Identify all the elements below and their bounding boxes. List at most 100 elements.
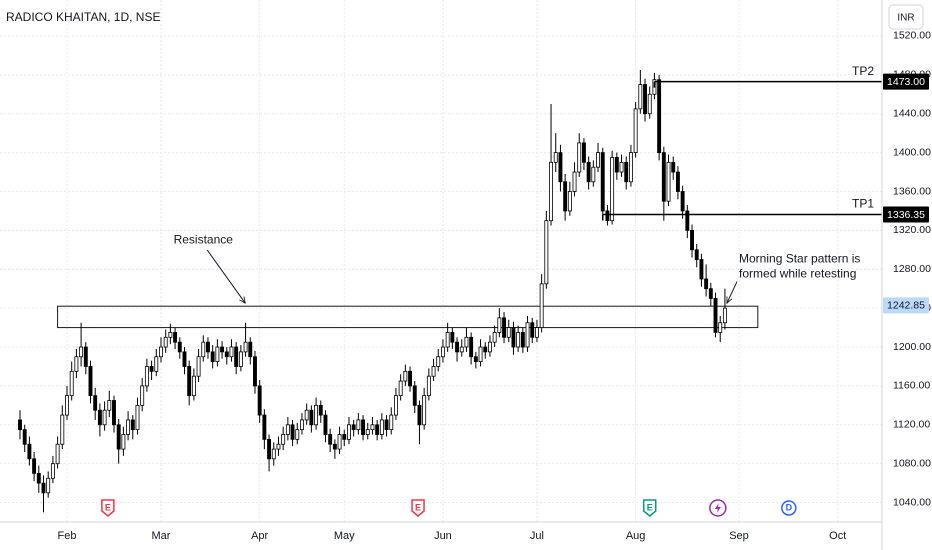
candle-body xyxy=(530,322,535,338)
candle-body xyxy=(27,443,32,460)
event-label: E xyxy=(647,502,653,512)
candle-body xyxy=(32,458,37,474)
candle-body xyxy=(657,79,662,154)
x-tick-label: Feb xyxy=(58,530,77,542)
candle-body xyxy=(257,385,262,416)
candle-body xyxy=(544,220,549,285)
candle-body xyxy=(445,332,450,348)
candle-body xyxy=(168,332,173,338)
plot-area xyxy=(0,0,882,522)
candle-body xyxy=(666,161,671,202)
candle-body xyxy=(295,429,300,440)
candle-body xyxy=(408,370,413,387)
candle-body xyxy=(323,414,328,435)
candle-body xyxy=(520,332,525,348)
candle-body xyxy=(412,385,417,406)
candle-body xyxy=(699,259,704,280)
candle-body xyxy=(18,419,22,431)
currency-label[interactable]: INR xyxy=(897,13,914,24)
candle-body xyxy=(647,93,652,115)
candle-body xyxy=(455,341,459,353)
candle-body xyxy=(567,191,572,212)
candle-body xyxy=(281,434,286,445)
y-tick-label: 1160.00 xyxy=(893,380,930,392)
candle-body xyxy=(502,317,506,338)
candle-body xyxy=(215,346,220,363)
candle-body xyxy=(370,424,375,431)
candle-body xyxy=(671,161,676,173)
candle-body xyxy=(309,409,314,426)
y-tick-label: 1280.00 xyxy=(893,263,931,275)
y-tick-label: 1440.00 xyxy=(893,108,931,120)
candle-body xyxy=(596,152,600,168)
candle-body xyxy=(83,346,88,367)
candle-body xyxy=(600,152,605,212)
x-tick-label: Jun xyxy=(434,530,452,542)
candle-body xyxy=(290,424,295,440)
candle-body xyxy=(65,395,69,416)
candle-body xyxy=(492,332,497,343)
candle-body xyxy=(347,424,351,440)
candle-body xyxy=(361,419,366,435)
target-name: TP1 xyxy=(852,197,874,211)
target-price-label: 1473.00 xyxy=(887,76,925,88)
x-tick-label: Apr xyxy=(251,530,268,542)
y-tick-label: 1120.00 xyxy=(893,419,930,431)
candle-body xyxy=(191,375,196,397)
candle-body xyxy=(577,142,582,173)
candle-body xyxy=(549,161,553,222)
candle-body xyxy=(163,336,168,348)
candle-body xyxy=(55,443,60,465)
candle-body xyxy=(605,210,610,222)
candle-body xyxy=(262,414,267,440)
candle-body xyxy=(210,351,215,363)
candle-body xyxy=(718,322,723,333)
candle-body xyxy=(365,429,370,435)
candle-body xyxy=(46,477,51,494)
candle-body xyxy=(558,152,563,183)
candle-body xyxy=(135,404,140,431)
candle-body xyxy=(586,161,591,183)
chart-title: RADICO KHAITAN, 1D, NSE xyxy=(6,10,160,24)
candle-body xyxy=(121,434,126,450)
candle-body xyxy=(464,336,469,348)
candle-body xyxy=(159,346,163,358)
candle-body xyxy=(144,366,149,387)
annotation-text: Morning Star pattern is xyxy=(739,252,860,266)
currency-button[interactable] xyxy=(888,4,924,30)
annotation-arrow xyxy=(726,281,738,304)
candle-body xyxy=(267,438,272,460)
candle-body xyxy=(276,443,281,450)
candle-body xyxy=(638,84,643,110)
event-icon xyxy=(411,499,425,517)
candle-body xyxy=(107,400,112,411)
y-tick-label: 1040.00 xyxy=(893,496,931,508)
candle-body xyxy=(417,404,422,426)
candle-body xyxy=(206,341,210,353)
y-tick-label: 1080.00 xyxy=(893,457,931,469)
target-price-box xyxy=(883,206,929,223)
candle-body xyxy=(473,356,478,363)
candle-body xyxy=(337,434,342,450)
x-tick-label: Oct xyxy=(829,530,846,542)
x-tick-label: Jul xyxy=(530,530,544,542)
candle-body xyxy=(79,346,84,358)
candle-body xyxy=(398,380,403,397)
event-label: E xyxy=(105,502,111,512)
x-tick-label: May xyxy=(334,530,355,542)
candle-body xyxy=(487,341,492,353)
candle-body xyxy=(238,351,243,367)
candle-body xyxy=(234,346,239,367)
candle-body xyxy=(483,346,488,353)
candle-body xyxy=(680,191,685,212)
event-lightning xyxy=(714,503,721,513)
candle-body xyxy=(459,346,464,353)
x-tick-label: Aug xyxy=(626,530,646,542)
candle-body xyxy=(182,351,187,367)
candle-body xyxy=(187,366,192,397)
candle-body xyxy=(88,366,93,397)
last-price-box xyxy=(883,297,929,314)
candle-body xyxy=(342,434,347,440)
y-tick-label: 1360.00 xyxy=(893,185,931,197)
